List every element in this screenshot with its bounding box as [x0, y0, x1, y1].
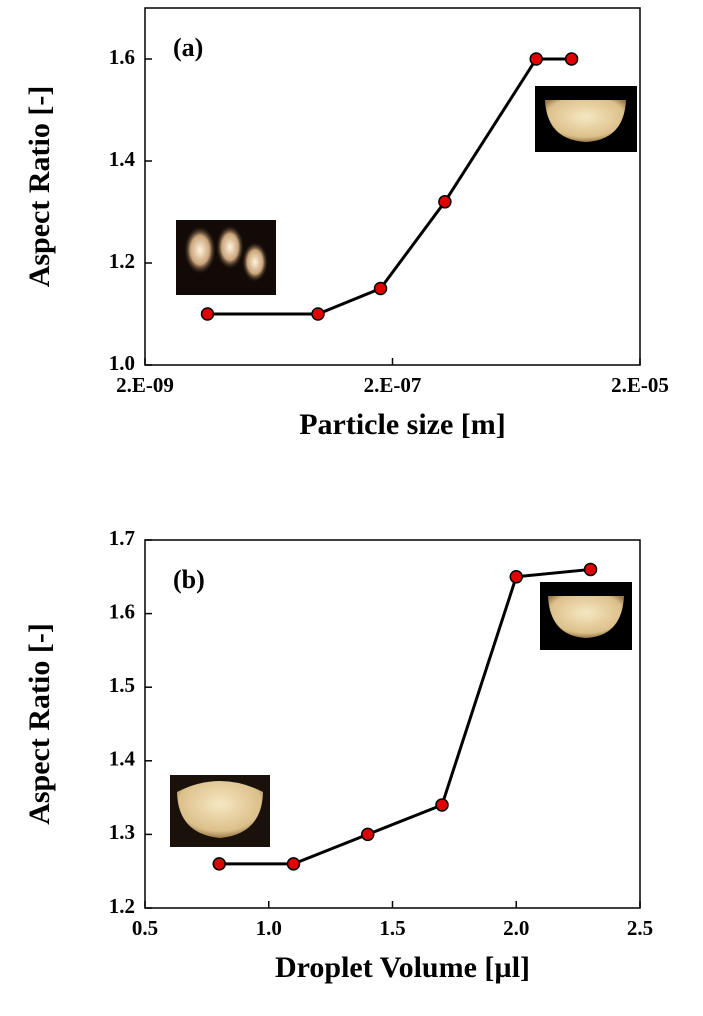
x-axis-title: Droplet Volume [µl] — [275, 951, 530, 984]
y-tick-label: 1.0 — [109, 351, 135, 375]
y-axis-title: Aspect Ratio [-] — [23, 623, 56, 825]
data-point — [438, 195, 452, 209]
panel-label: (b) — [173, 565, 205, 594]
y-tick-label: 1.7 — [109, 526, 135, 550]
y-tick-label: 1.2 — [109, 894, 135, 918]
x-axis-title: Particle size [m] — [299, 408, 506, 441]
data-point — [311, 307, 325, 321]
data-point — [212, 857, 226, 871]
data-point — [286, 857, 301, 871]
y-axis-title: Aspect Ratio [-] — [23, 86, 56, 288]
x-tick-label: 2.5 — [627, 916, 653, 940]
inset-image — [176, 220, 276, 295]
y-tick-label: 1.2 — [109, 249, 135, 273]
data-point — [509, 570, 523, 584]
data-point — [583, 562, 598, 577]
inset-image — [535, 86, 637, 152]
y-tick-label: 1.3 — [109, 820, 135, 844]
y-tick-label: 1.6 — [109, 45, 135, 69]
panel-label: (a) — [173, 33, 203, 62]
x-tick-label: 1.5 — [379, 916, 405, 940]
inset-image — [170, 775, 270, 847]
data-point — [373, 281, 388, 296]
x-tick-label: 2.E-09 — [116, 373, 174, 397]
x-tick-label: 2.0 — [503, 916, 529, 940]
y-tick-label: 1.4 — [109, 147, 136, 171]
y-tick-label: 1.5 — [109, 673, 135, 697]
inset-image — [540, 582, 632, 650]
data-point — [435, 798, 449, 812]
x-tick-label: 0.5 — [132, 916, 158, 940]
x-tick-label: 1.0 — [256, 916, 282, 940]
data-point — [200, 307, 215, 321]
data-point — [361, 827, 375, 842]
y-tick-label: 1.4 — [109, 747, 136, 771]
x-tick-label: 2.E-05 — [611, 373, 669, 397]
series-line — [219, 567, 591, 866]
y-tick-label: 1.6 — [109, 599, 135, 623]
data-point — [529, 52, 543, 66]
x-tick-label: 2.E-07 — [364, 373, 422, 397]
data-point — [564, 52, 579, 66]
